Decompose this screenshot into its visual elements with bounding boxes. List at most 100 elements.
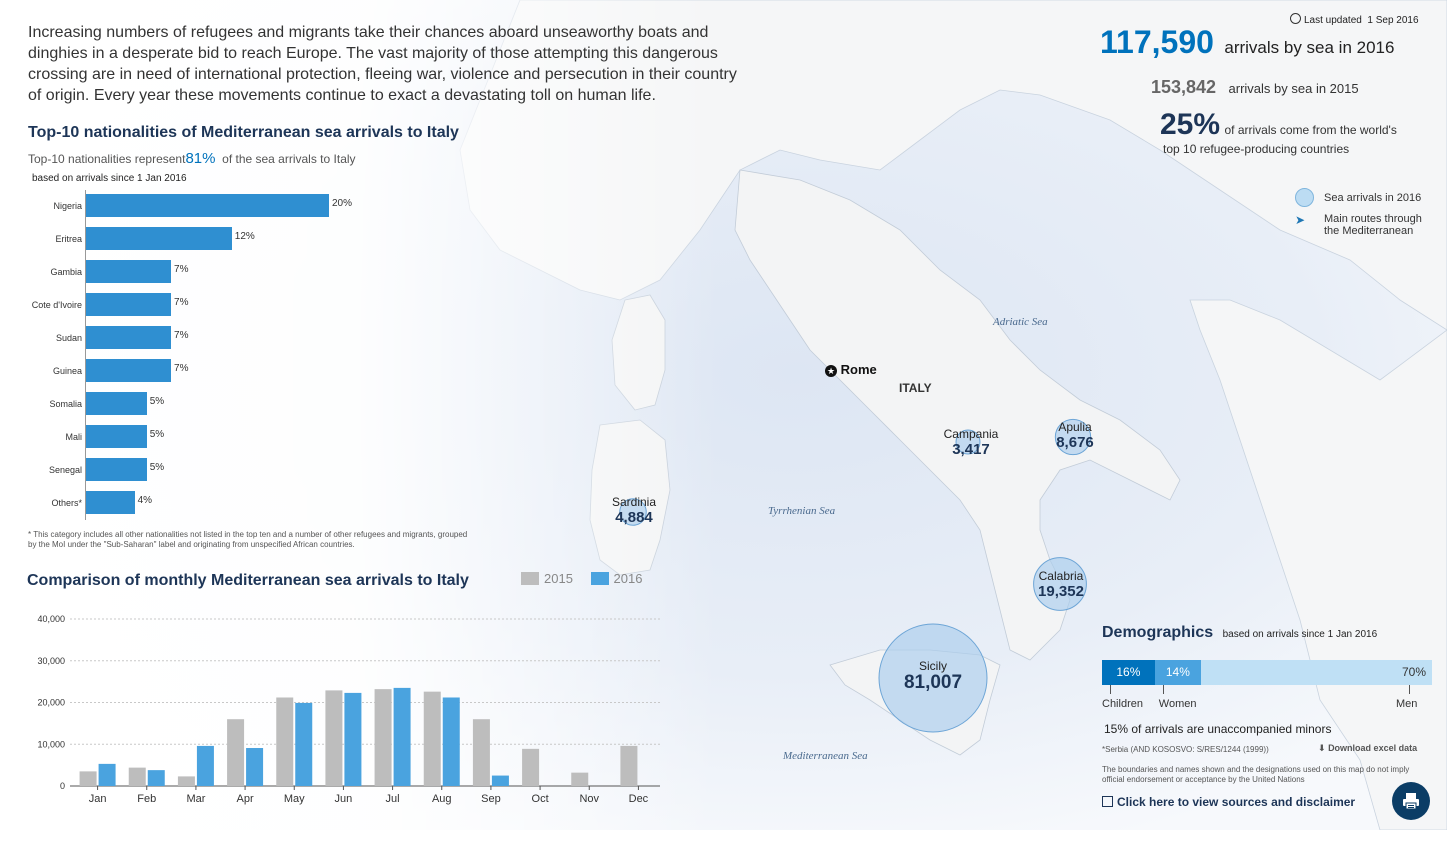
sea-label-mediterranean: Mediterranean Sea [783,750,868,762]
demographics-basis: based on arrivals since 1 Jan 2016 [1222,629,1378,640]
bubble-legend-icon [1295,188,1314,207]
nationalities-bar-chart: Nigeria 20% Eritrea 12% Gambia 7% Cote d'Ivoir… [0,190,420,520]
legend-route-row: ➤ Main routes through the Mediterranean [1295,213,1422,237]
land-balkans [1189,299,1447,830]
month-bar-2015[interactable] [522,748,540,786]
month-bar-2015[interactable] [325,690,343,786]
nationality-bar[interactable] [86,260,172,283]
region-campania-value: 3,417 [952,441,990,458]
last-updated-date: 1 Sep 2016 [1367,15,1419,26]
month-bar-2015[interactable] [227,719,245,786]
nationality-value: 5% [149,429,165,440]
nationality-value: 7% [174,264,189,275]
month-bar-2016[interactable] [442,697,460,786]
month-bar-2015[interactable] [571,772,589,786]
download-excel-link[interactable]: ⬇ Download excel data [1318,743,1417,754]
month-bar-2016[interactable] [196,745,214,786]
serbia-note: *Serbia (AND KOSOSVO: S/RES/1244 (1999)) [1102,745,1269,754]
region-calabria: Calabria 19,352 [1021,569,1101,600]
demo-tick-children [1110,685,1111,694]
arrivals-2015-number: 153,842 [1151,77,1217,97]
demo-label-women-text: Women [1158,698,1197,710]
month-bar-2016[interactable] [246,748,264,786]
month-bar-2016[interactable] [491,775,509,786]
print-button[interactable] [1392,782,1430,820]
arrivals-2016-label: arrivals by sea in 2016 [1224,38,1395,57]
demo-label-men-text: Men [1396,698,1418,710]
sources-disclaimer-link[interactable]: Click here to view sources and disclaime… [1102,795,1355,809]
region-calabria-name: Calabria [1038,569,1084,583]
nationality-value: 12% [234,231,255,242]
arrivals-2016-stat: 117,590 arrivals by sea in 2016 [1100,24,1394,61]
nationalities-basis: based on arrivals since 1 Jan 2016 [32,173,187,184]
month-bar-2016[interactable] [295,702,313,786]
month-bar-2015[interactable] [472,719,490,786]
region-sardinia-name: Sardinia [611,495,657,509]
map-background [0,0,1447,830]
sea-label-adriatic: Adriatic Sea [993,316,1048,328]
nationality-value: 7% [174,330,189,341]
nationality-bar[interactable] [86,425,147,448]
nationality-bar[interactable] [86,458,147,481]
arrivals-2015-label: arrivals by sea in 2015 [1228,81,1359,96]
nationality-bar[interactable] [86,227,232,250]
nationality-bar[interactable] [86,491,135,514]
nationality-bar[interactable] [86,326,172,349]
refugee-pct-label-2: top 10 refugee-producing countries [1163,142,1350,156]
clock-icon [1290,13,1301,24]
month-bar-2015[interactable] [276,697,294,786]
month-bar-2016[interactable] [98,763,116,786]
month-label: Mar [186,793,205,805]
nationality-bar[interactable] [86,293,172,316]
nationality-bar[interactable] [86,194,329,217]
month-bar-2015[interactable] [177,776,195,786]
y-tick-label: 10,000 [37,739,65,749]
region-apulia-name: Apulia [1058,420,1092,434]
legend-swatch-2015 [521,572,539,585]
subtitle-pct: 81% [185,150,216,167]
month-bar-2016[interactable] [344,692,362,786]
month-label: Dec [629,793,649,805]
demographics-labels: Children Women Men [1102,685,1432,710]
nationality-label: Sudan [55,333,82,343]
region-sardinia-value: 4,884 [615,509,653,526]
bubble-sicily[interactable] [878,623,988,733]
month-label: Jun [335,793,353,805]
route-legend-text: Main routes through the Mediterranean [1324,213,1422,237]
bubble-campania[interactable] [955,429,981,455]
last-updated: Last updated 1 Sep 2016 [1290,13,1419,26]
arrivals-2016-number: 117,590 [1100,24,1214,60]
bubble-legend-label: Sea arrivals in 2016 [1324,191,1422,204]
nationality-bar[interactable] [86,392,147,415]
month-label: Nov [579,793,599,805]
nationality-value: 5% [149,396,165,407]
sea-label-tyrrhenian: Tyrrhenian Sea [768,505,836,517]
nationality-value: 7% [174,363,189,374]
refugee-pct-label-1: of arrivals come from the world's [1224,123,1397,137]
month-bar-2015[interactable] [374,689,392,786]
demo-segment-men: 70% [1201,660,1432,685]
month-bar-2016[interactable] [147,770,165,786]
month-bar-2015[interactable] [620,745,638,786]
nationality-value: 4% [137,495,153,506]
month-label: Aug [432,793,452,805]
month-bar-2015[interactable] [128,767,146,786]
region-sicily: Sicily 81,007 [893,659,973,692]
region-calabria-value: 19,352 [1038,583,1084,600]
bubble-calabria[interactable] [1033,557,1087,611]
y-tick-label: 40,000 [37,614,65,624]
region-sicily-name: Sicily [918,659,947,673]
month-bar-2015[interactable] [79,771,97,786]
bubble-apulia[interactable] [1054,418,1092,456]
monthly-bar-chart: 0 10,000 20,000 30,000 40,000 Jan Feb Mar Apr May… [37,614,660,805]
nationality-bar[interactable] [86,359,172,382]
un-disclaimer: The boundaries and names shown and the d… [1102,765,1410,784]
month-bar-2016[interactable] [393,687,411,786]
month-label: May [284,793,305,805]
bubble-sardinia[interactable] [619,498,647,526]
nationalities-title: Top-10 nationalities of Mediterranean se… [28,124,459,141]
region-campania: Campania 3,417 [931,427,1011,458]
demo-women-pct: 14% [1165,665,1190,679]
nationality-label: Gambia [50,267,82,277]
month-bar-2015[interactable] [423,691,441,786]
